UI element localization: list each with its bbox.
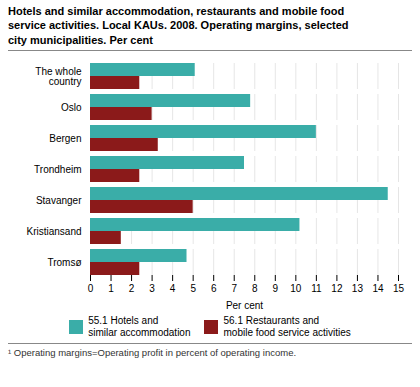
svg-text:5: 5 (190, 282, 196, 293)
html-text:Hotels and similar accommodati: Hotels and similar accommodation, restau… (8, 5, 349, 46)
svg-text:Bergen: Bergen (49, 133, 81, 144)
html-text:¹ Operating margins=Operating: ¹ Operating margins=Operating profit in … (8, 346, 297, 358)
svg-text:10: 10 (290, 282, 302, 293)
svg-text:Tromsø: Tromsø (47, 257, 81, 268)
svg-text:14: 14 (372, 282, 384, 293)
svg-text:15: 15 (393, 282, 405, 293)
svg-text:6: 6 (211, 282, 217, 293)
svg-text:1: 1 (108, 282, 114, 293)
svg-text:9: 9 (273, 282, 279, 293)
svg-text:Trondheim: Trondheim (34, 164, 81, 175)
svg-text:11: 11 (311, 282, 322, 293)
svg-text:12: 12 (331, 282, 343, 293)
svg-text:Stavanger: Stavanger (36, 195, 82, 206)
svg-text:Kristiansand: Kristiansand (26, 226, 81, 237)
svg-text:13: 13 (352, 282, 364, 293)
svg-text:0: 0 (88, 282, 94, 293)
svg-text:The wholecountry: The wholecountry (35, 66, 82, 87)
svg-text:Per cent: Per cent (226, 299, 263, 310)
svg-text:7: 7 (231, 282, 237, 293)
svg-text:4: 4 (170, 282, 176, 293)
html-text:55.1 Hotels and similar accomm: 55.1 Hotels and similar accommodation (88, 314, 191, 338)
svg-text:3: 3 (149, 282, 155, 293)
svg-text:8: 8 (252, 282, 258, 293)
svg-text:Oslo: Oslo (61, 102, 82, 113)
svg-text:2: 2 (129, 282, 135, 293)
html-text:56.1 Restaurants and mobile fo: 56.1 Restaurants and mobile food service… (223, 314, 351, 338)
